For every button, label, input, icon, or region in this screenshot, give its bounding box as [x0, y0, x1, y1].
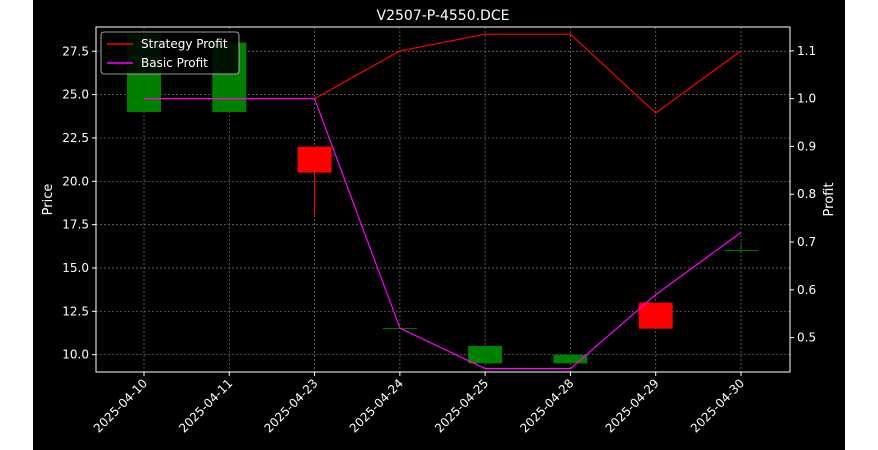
x-tick-label-5: 2025-04-28: [517, 376, 576, 435]
legend-label-0: Strategy Profit: [141, 37, 228, 51]
lines-layer: [144, 33, 742, 370]
x-tick-label-3: 2025-04-24: [347, 376, 406, 435]
y-left-tick-label-7: 27.5: [62, 44, 89, 58]
candle-body-5: [553, 354, 588, 364]
grid-lines: [96, 27, 790, 372]
candles-layer: [127, 33, 758, 364]
series-line-1: [144, 98, 742, 370]
legend: Strategy Profit Basic Profit: [100, 31, 240, 75]
y-left-tick-label-5: 22.5: [62, 131, 89, 145]
y-axis-right-ticks: 0.5 0.6 0.7 0.8 0.9 1.0 1.1: [790, 44, 816, 345]
y-right-tick-label-1: 0.6: [797, 283, 816, 297]
x-tick-label-4: 2025-04-25: [432, 376, 491, 435]
y-left-tick-label-3: 17.5: [62, 218, 89, 232]
y-right-tick-label-5: 1.0: [797, 92, 816, 106]
y-axis-right-label: Profit: [822, 183, 837, 217]
candle-body-6: [638, 302, 673, 329]
candle-body-4: [468, 345, 503, 364]
plot-frame: [95, 26, 791, 373]
chart-figure: 2025-04-10 2025-04-11 2025-04-23 2025-04-24…: [33, 0, 845, 450]
candle-body-2: [297, 146, 332, 173]
y-left-tick-label-1: 12.5: [62, 304, 89, 318]
legend-label-1: Basic Profit: [141, 56, 208, 70]
x-tick-label-2: 2025-04-23: [261, 376, 320, 435]
x-tick-label-6: 2025-04-29: [603, 376, 662, 435]
y-right-tick-label-2: 0.7: [797, 235, 816, 249]
y-left-tick-label-2: 15.0: [62, 261, 89, 275]
x-tick-label-0: 2025-04-10: [91, 376, 150, 435]
x-axis-ticks: 2025-04-10 2025-04-11 2025-04-23 2025-04-24…: [91, 372, 747, 435]
y-right-tick-label-6: 1.1: [797, 44, 816, 58]
y-right-tick-label-4: 0.9: [797, 139, 816, 153]
y-axis-left-label: Price: [41, 184, 56, 216]
y-left-tick-label-0: 10.0: [62, 348, 89, 362]
chart-title: V2507-P-4550.DCE: [377, 8, 510, 24]
chart-svg: 2025-04-10 2025-04-11 2025-04-23 2025-04-24…: [41, 8, 837, 435]
y-right-tick-label-0: 0.5: [797, 331, 816, 345]
x-tick-label-1: 2025-04-11: [176, 376, 235, 435]
legend-box: [100, 31, 240, 75]
y-right-tick-label-3: 0.8: [797, 187, 816, 201]
y-left-tick-label-6: 25.0: [62, 88, 89, 102]
x-tick-label-7: 2025-04-30: [688, 376, 747, 435]
y-axis-left-ticks: 10.0 12.5 15.0 17.5 20.0 22.5 25.0 27.5: [62, 44, 96, 362]
y-left-tick-label-4: 20.0: [62, 174, 89, 188]
